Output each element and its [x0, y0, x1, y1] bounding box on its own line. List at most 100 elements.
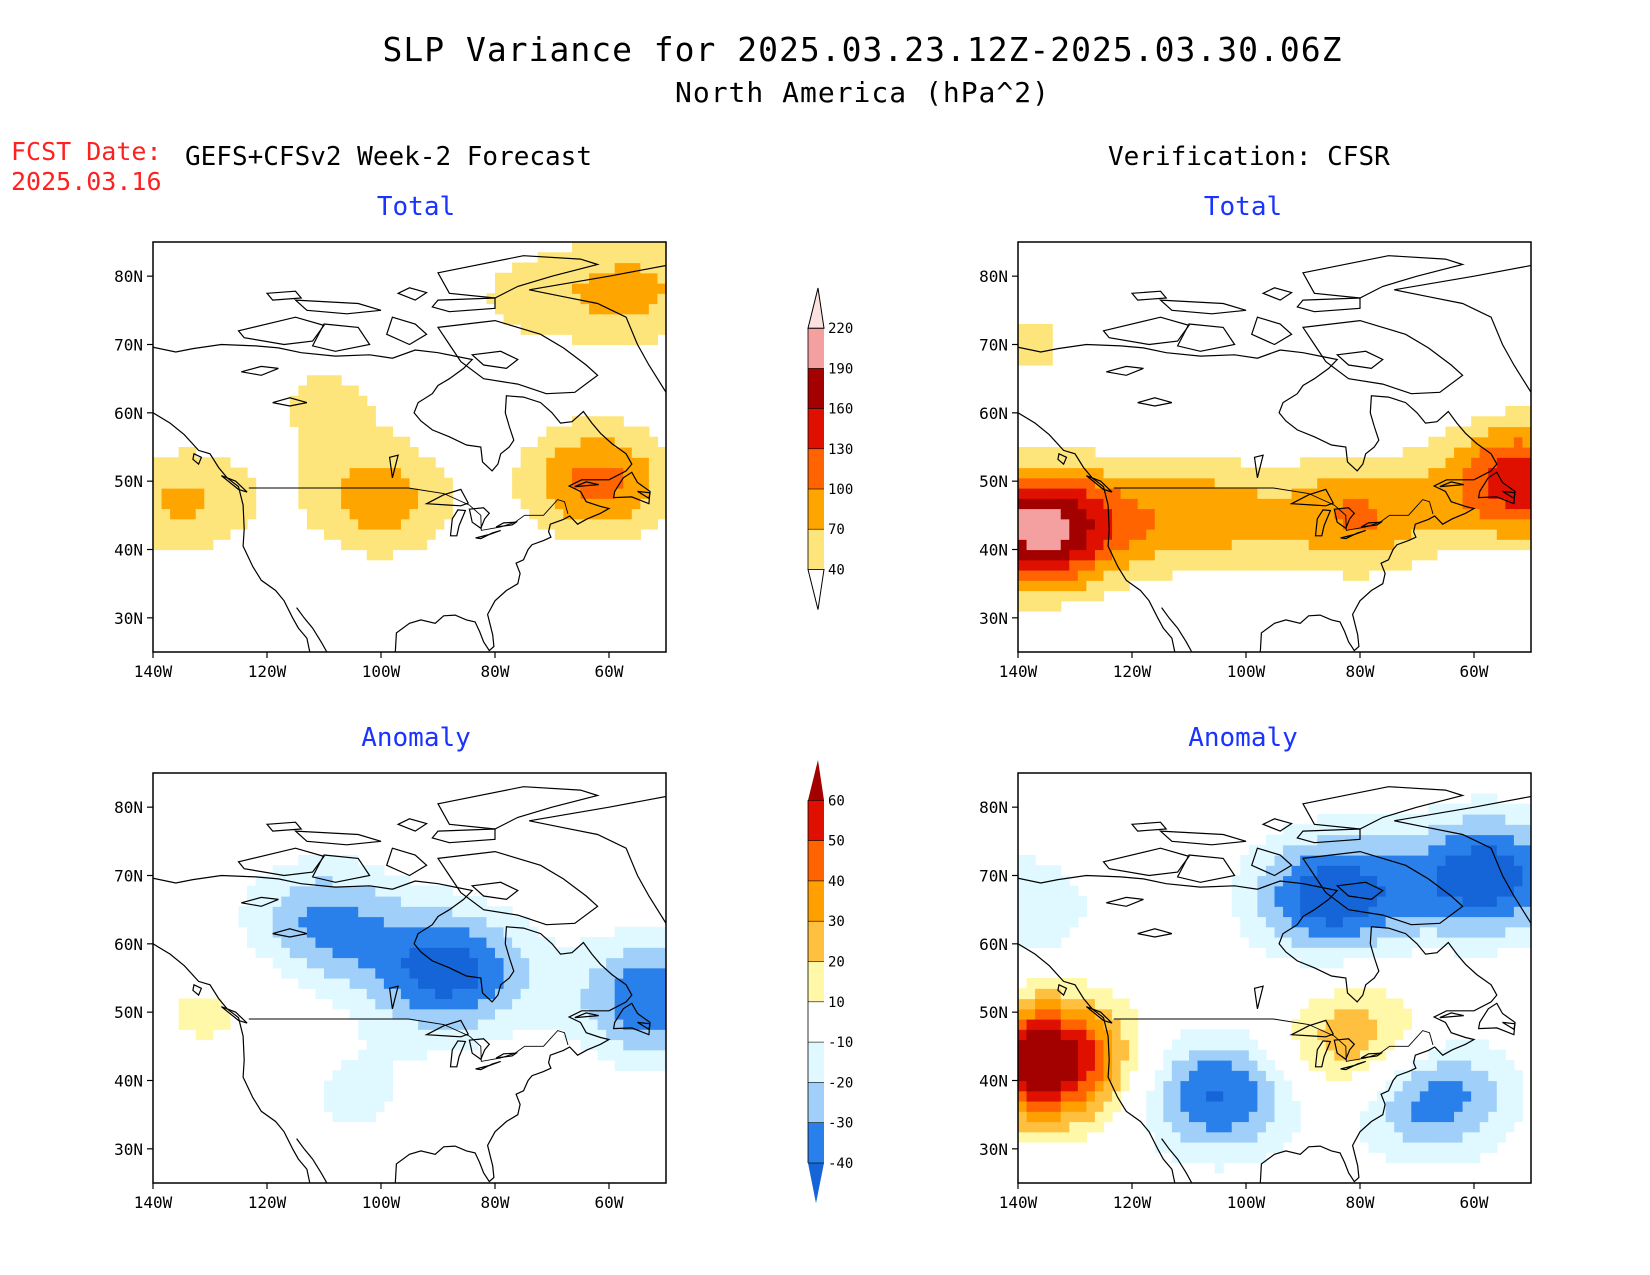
field-cell — [1248, 937, 1258, 948]
field-cell — [1300, 1039, 1310, 1051]
field-cell — [1454, 916, 1464, 928]
field-cell — [614, 457, 624, 469]
field-cell — [1496, 426, 1506, 438]
field-cell — [195, 1008, 205, 1020]
field-cell — [1060, 1060, 1070, 1071]
field-cell — [1197, 1152, 1207, 1164]
field-cell — [1479, 803, 1489, 815]
field-cell — [1274, 1070, 1284, 1082]
field-cell — [1274, 947, 1284, 959]
field-cell — [1479, 1121, 1489, 1133]
field-cell — [563, 467, 573, 479]
field-cell — [1103, 1060, 1113, 1071]
field-cell — [1411, 1111, 1421, 1123]
field-cell — [614, 998, 624, 1010]
field-cell — [1035, 457, 1045, 469]
field-cell — [648, 1039, 659, 1051]
field-cell — [349, 998, 359, 1010]
field-cell — [1231, 1090, 1241, 1102]
field-cell — [1300, 844, 1310, 856]
field-cell — [1206, 1039, 1216, 1051]
field-cell — [221, 467, 231, 479]
field-cell — [1454, 1090, 1464, 1102]
field-cell — [1411, 1080, 1421, 1092]
field-cell — [546, 508, 556, 520]
field-cell — [640, 334, 650, 346]
field-cell — [366, 947, 376, 959]
field-cell — [1436, 855, 1447, 866]
field-cell — [1351, 1049, 1361, 1061]
field-cell — [589, 1019, 599, 1030]
field-cell — [195, 518, 205, 530]
field-cell — [1137, 549, 1147, 561]
field-cell — [315, 498, 325, 510]
field-cell — [264, 885, 274, 897]
field-cell — [571, 498, 582, 510]
field-cell — [366, 457, 376, 469]
field-cell — [1240, 855, 1250, 866]
field-cell — [383, 508, 393, 520]
field-cell — [1197, 508, 1207, 520]
field-cell — [418, 498, 428, 510]
field-cell — [443, 896, 453, 907]
field-cell — [178, 457, 188, 469]
field-cell — [1471, 1080, 1481, 1092]
colorbar-segment — [808, 408, 824, 449]
field-cell — [358, 457, 368, 469]
field-cell — [1112, 539, 1122, 551]
field-cell — [161, 529, 171, 540]
field-cell — [1120, 467, 1130, 479]
field-cell — [1094, 988, 1105, 1000]
field-cell — [1103, 1049, 1113, 1061]
field-cell — [657, 1039, 666, 1051]
field-cell — [358, 508, 368, 520]
field-cell — [623, 426, 633, 438]
field-cell — [657, 508, 666, 520]
field-cell — [597, 508, 607, 520]
field-cell — [1488, 844, 1498, 856]
field-cell — [571, 529, 582, 540]
field-cell — [332, 467, 342, 479]
field-cell — [1069, 1029, 1079, 1041]
field-cell — [1077, 1131, 1087, 1143]
field-cell — [1411, 834, 1421, 846]
field-cell — [1257, 1070, 1267, 1082]
field-cell — [1223, 539, 1233, 551]
field-cell — [409, 906, 419, 918]
field-cell — [1411, 508, 1421, 520]
field-cell — [1103, 580, 1113, 592]
field-cell — [571, 488, 582, 499]
field-cell — [1411, 865, 1421, 877]
field-cell — [580, 957, 590, 969]
field-cell — [1436, 926, 1447, 938]
field-cell — [1146, 1111, 1156, 1123]
field-cell — [631, 334, 641, 346]
field-cell — [606, 529, 616, 540]
field-cell — [1240, 477, 1250, 489]
field-cell — [1146, 518, 1156, 530]
field-cell — [178, 518, 188, 530]
field-cell — [1411, 467, 1421, 479]
field-cell — [1180, 539, 1190, 551]
colorbar-label: -20 — [828, 1075, 853, 1091]
field-cell — [597, 978, 607, 989]
field-cell — [366, 885, 376, 897]
field-cell — [1325, 529, 1335, 540]
x-tick-label: 120W — [1113, 1193, 1152, 1212]
field-cell — [1479, 467, 1489, 479]
field-cell — [623, 488, 633, 499]
field-cell — [1513, 803, 1524, 815]
field-cell — [1334, 834, 1344, 846]
field-cell — [597, 477, 607, 489]
field-cell — [1060, 1049, 1070, 1061]
field-cell — [1240, 1060, 1250, 1071]
field-cell — [1377, 844, 1387, 856]
field-cell — [366, 1049, 376, 1061]
field-cell — [1129, 559, 1139, 571]
field-cell — [1129, 1060, 1139, 1071]
field-cell — [1513, 824, 1524, 836]
island-outline — [574, 1012, 599, 1019]
field-cell — [1060, 1101, 1070, 1112]
field-cell — [477, 926, 488, 938]
